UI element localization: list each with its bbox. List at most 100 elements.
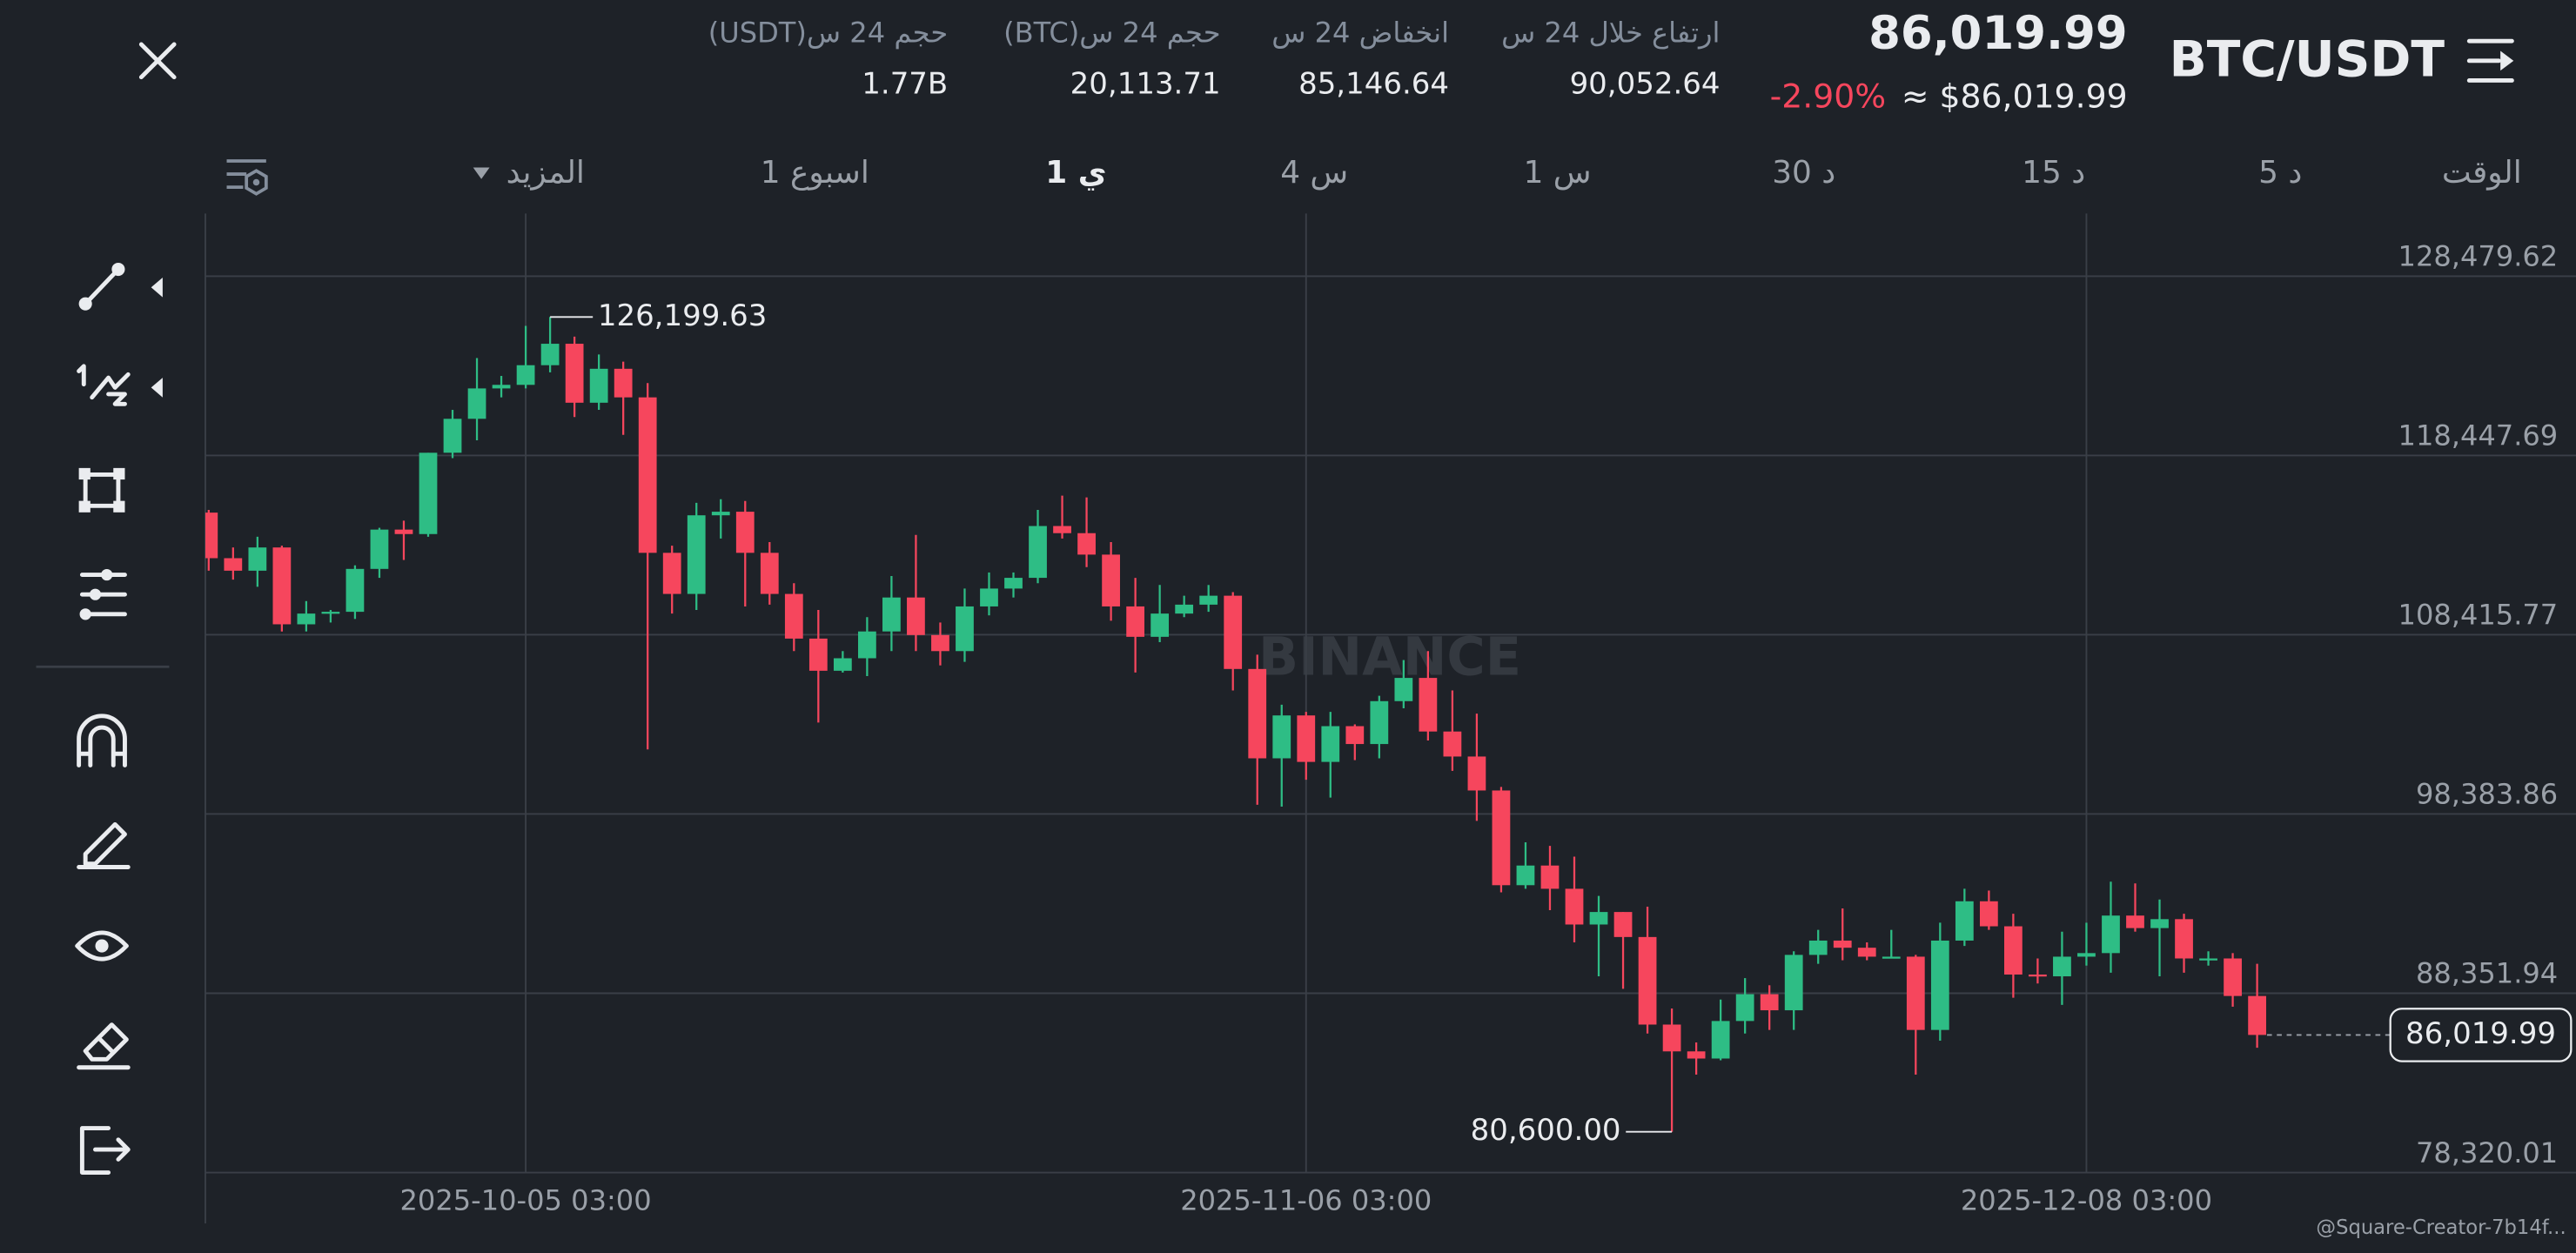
- candle-body: [1760, 994, 1779, 1011]
- candle-body: [467, 388, 486, 419]
- stat-label: حجم 24 س(USDT): [708, 17, 948, 50]
- trendline-tool[interactable]: [78, 262, 163, 311]
- candle-body: [565, 344, 584, 403]
- last-price: 86,019.99: [1868, 7, 2128, 60]
- candle-body: [1906, 956, 1925, 1030]
- pencil-tool[interactable]: [77, 821, 131, 869]
- stat-value: 85,146.64: [1298, 67, 1449, 102]
- candle-body: [1297, 715, 1316, 762]
- close-button[interactable]: [138, 42, 177, 80]
- interval-tab[interactable]: 1 س: [1524, 155, 1592, 191]
- candle-body: [614, 368, 633, 398]
- interval-tab[interactable]: 1 ي: [1045, 155, 1106, 191]
- candle-body: [1833, 940, 1852, 948]
- price-usd: ≈ $86,019.99: [1902, 77, 2128, 116]
- candle-body: [2077, 953, 2096, 957]
- interval-tabs: الوقت 5 د 15 د 30 د 1 س 4 س 1 ي 1 اسبوع المزيد: [506, 155, 2522, 191]
- candle-body: [1004, 578, 1023, 589]
- candle-body: [1565, 888, 1584, 925]
- candle-body: [1930, 940, 1949, 1030]
- candle-body: [833, 658, 852, 671]
- candle-body: [638, 397, 657, 553]
- candle-body: [1370, 700, 1389, 745]
- fib-tool[interactable]: [77, 364, 163, 406]
- candle-body: [1150, 613, 1170, 637]
- interval-tab[interactable]: 15 د: [2022, 155, 2085, 191]
- annotation-label: 80,600.00: [1471, 1113, 1621, 1148]
- candle-body: [1662, 1024, 1681, 1052]
- candle-body: [492, 385, 511, 389]
- candle-body: [907, 597, 925, 635]
- candle-body: [2053, 956, 2071, 977]
- dropdown-arrow: [473, 167, 490, 179]
- interval-tab[interactable]: 4 س: [1280, 155, 1348, 191]
- interval-tab[interactable]: 1 اسبوع: [761, 155, 869, 191]
- y-tick-label: 88,351.94: [2416, 957, 2558, 990]
- interval-tab[interactable]: 5 د: [2258, 155, 2302, 191]
- candle-body: [1735, 994, 1754, 1022]
- interval-tab[interactable]: المزيد: [506, 155, 585, 191]
- candle-body: [321, 612, 340, 614]
- candle-body: [1857, 948, 1876, 957]
- interval-tab[interactable]: الوقت: [2442, 155, 2522, 191]
- candle-body: [1589, 912, 1608, 925]
- symbol[interactable]: BTC/USDT: [2170, 30, 2445, 88]
- interval-tab[interactable]: 30 د: [1772, 155, 1835, 191]
- candle-body: [1979, 901, 1998, 927]
- candle-body: [1126, 606, 1144, 637]
- candle-body: [1882, 956, 1901, 959]
- candle-body: [2126, 915, 2144, 928]
- candle-body: [2224, 958, 2242, 996]
- menu-button[interactable]: [2466, 38, 2514, 83]
- y-tick-label: 78,320.01: [2416, 1136, 2558, 1169]
- eraser-tool[interactable]: [77, 1022, 131, 1070]
- candle-body: [516, 365, 535, 385]
- shape-tool[interactable]: [78, 467, 125, 513]
- candle-body: [1711, 1021, 1730, 1059]
- candle-body: [1467, 756, 1486, 791]
- candle-body: [1102, 554, 1120, 606]
- candle-body: [345, 568, 365, 613]
- candle-body: [1419, 678, 1438, 732]
- candle-body: [1638, 936, 1657, 1025]
- visibility-tool[interactable]: [75, 930, 129, 962]
- candle-body: [1443, 731, 1462, 757]
- magnet-tool[interactable]: [77, 714, 127, 767]
- candle-body: [711, 512, 730, 516]
- last-price-label: 86,019.99: [2405, 1016, 2556, 1051]
- stat-label: ارتفاع خلال 24 س: [1501, 17, 1720, 50]
- last-price-tag: [2389, 1008, 2573, 1062]
- candle-body: [931, 634, 949, 652]
- footer-credit: @Square-Creator-7b14f...: [2316, 1216, 2566, 1239]
- candle-body: [1492, 790, 1511, 886]
- candle-body: [1077, 533, 1096, 555]
- candle-body: [2004, 926, 2023, 975]
- stat-label: حجم 24 س(BTC): [1003, 17, 1220, 50]
- x-tick-label: 2025-11-06 03:00: [1180, 1183, 1432, 1216]
- watermark: BINANCE: [1258, 626, 1521, 687]
- candle-body: [1955, 901, 1974, 941]
- candle-body: [760, 553, 779, 594]
- chart-settings-button[interactable]: [226, 159, 268, 196]
- exit-tool[interactable]: [79, 1126, 131, 1175]
- price-change: -2.90%: [1770, 77, 1887, 116]
- x-tick-label: 2025-12-08 03:00: [1961, 1183, 2212, 1216]
- candle-body: [980, 588, 998, 606]
- candle-body: [419, 452, 438, 534]
- candle-body: [248, 547, 267, 571]
- y-tick-label: 108,415.77: [2398, 599, 2559, 632]
- candle-body: [735, 512, 755, 553]
- candle-body: [1248, 668, 1267, 759]
- candle-body: [1687, 1051, 1706, 1059]
- candle-body: [1272, 715, 1291, 759]
- candle-body: [1345, 726, 1365, 745]
- candle-body: [1808, 940, 1828, 955]
- candle-body: [1199, 595, 1218, 605]
- candle-body: [589, 368, 608, 403]
- annotation-label: 126,199.63: [598, 298, 768, 333]
- candle-body: [1784, 955, 1803, 1011]
- text-tool[interactable]: [79, 568, 127, 620]
- candle-body: [443, 419, 462, 453]
